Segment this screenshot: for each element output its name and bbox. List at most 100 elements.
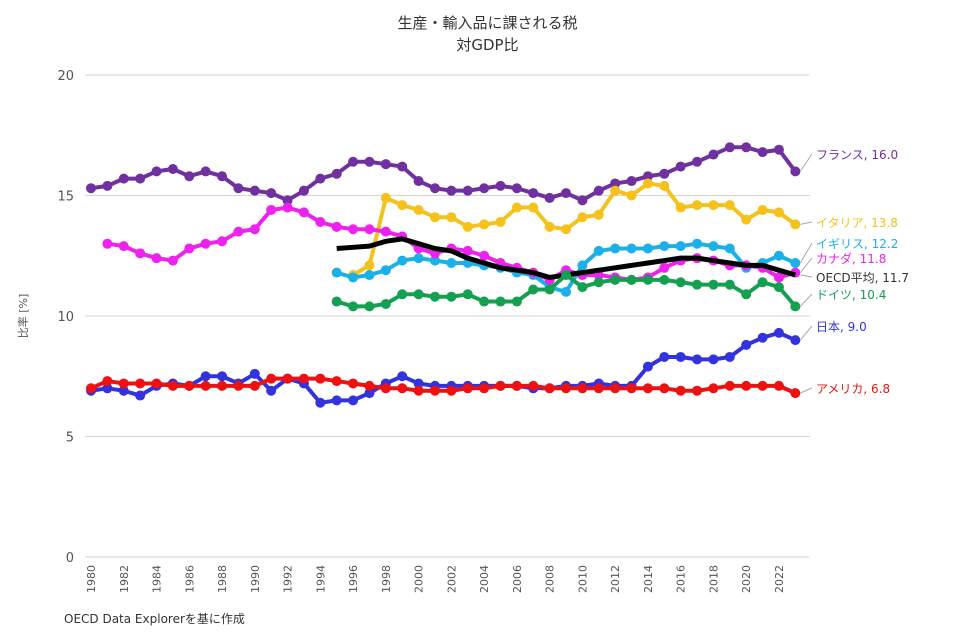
data-point bbox=[593, 209, 604, 220]
data-point bbox=[200, 238, 211, 249]
data-point bbox=[135, 173, 146, 184]
leader-line bbox=[800, 221, 813, 225]
data-point bbox=[708, 383, 719, 394]
x-tick-label: 1990 bbox=[249, 565, 262, 593]
data-point bbox=[724, 142, 735, 153]
data-point bbox=[118, 385, 129, 396]
data-point bbox=[364, 380, 375, 391]
data-point bbox=[413, 385, 424, 396]
series-label: ドイツ, 10.4 bbox=[816, 288, 886, 302]
x-tick-label: 2010 bbox=[576, 565, 589, 593]
data-point bbox=[659, 351, 670, 362]
data-point bbox=[577, 282, 588, 293]
data-point bbox=[561, 188, 572, 199]
data-point bbox=[773, 144, 784, 155]
data-point bbox=[331, 395, 342, 406]
data-point bbox=[200, 380, 211, 391]
data-point bbox=[675, 351, 686, 362]
data-point bbox=[331, 168, 342, 179]
x-tick-label: 1992 bbox=[282, 565, 295, 593]
data-point bbox=[315, 373, 326, 384]
data-point bbox=[577, 260, 588, 271]
x-tick-label: 2022 bbox=[773, 565, 786, 593]
data-point bbox=[610, 243, 621, 254]
data-point bbox=[167, 163, 178, 174]
data-point bbox=[380, 298, 391, 309]
data-point bbox=[790, 257, 801, 268]
data-point bbox=[773, 207, 784, 218]
data-point bbox=[544, 284, 555, 295]
data-point bbox=[462, 221, 473, 232]
x-tick-label: 2000 bbox=[413, 565, 426, 593]
data-point bbox=[642, 243, 653, 254]
data-point bbox=[135, 378, 146, 389]
data-point bbox=[315, 217, 326, 228]
data-point bbox=[315, 173, 326, 184]
data-point bbox=[233, 380, 244, 391]
chart-subtitle: 対GDP比 bbox=[456, 36, 519, 54]
data-point bbox=[708, 149, 719, 160]
data-point bbox=[626, 383, 637, 394]
data-point bbox=[659, 241, 670, 252]
data-point bbox=[773, 272, 784, 283]
data-point bbox=[790, 301, 801, 312]
data-point bbox=[380, 159, 391, 170]
data-point bbox=[331, 296, 342, 307]
data-point bbox=[298, 373, 309, 384]
data-point bbox=[790, 219, 801, 230]
data-point bbox=[675, 161, 686, 172]
data-point bbox=[364, 156, 375, 167]
data-point bbox=[200, 371, 211, 382]
data-point bbox=[282, 202, 293, 213]
data-point bbox=[544, 221, 555, 232]
data-point bbox=[692, 354, 703, 365]
data-point bbox=[675, 202, 686, 213]
data-point bbox=[773, 282, 784, 293]
y-tick-label: 0 bbox=[66, 551, 74, 566]
data-point bbox=[544, 192, 555, 203]
data-point bbox=[380, 265, 391, 276]
x-tick-label: 1998 bbox=[380, 565, 393, 593]
data-point bbox=[167, 255, 178, 266]
data-point bbox=[266, 204, 277, 215]
data-point bbox=[364, 270, 375, 281]
data-point bbox=[561, 383, 572, 394]
data-point bbox=[577, 212, 588, 223]
data-point bbox=[479, 250, 490, 261]
data-point bbox=[348, 395, 359, 406]
data-point bbox=[528, 380, 539, 391]
data-point bbox=[315, 397, 326, 408]
data-point bbox=[724, 351, 735, 362]
data-point bbox=[790, 388, 801, 399]
data-point bbox=[184, 171, 195, 182]
leader-line bbox=[799, 257, 813, 273]
data-point bbox=[413, 289, 424, 300]
data-point bbox=[495, 380, 506, 391]
data-point bbox=[217, 371, 228, 382]
x-tick-label: 1984 bbox=[151, 565, 164, 593]
data-point bbox=[561, 270, 572, 281]
data-point bbox=[495, 180, 506, 191]
data-point bbox=[724, 200, 735, 211]
data-point bbox=[626, 176, 637, 187]
y-tick-label: 10 bbox=[57, 310, 74, 325]
data-point bbox=[118, 241, 129, 252]
data-point bbox=[364, 260, 375, 271]
data-point bbox=[561, 224, 572, 235]
data-point bbox=[773, 380, 784, 391]
data-point bbox=[511, 380, 522, 391]
data-point bbox=[757, 277, 768, 288]
x-tick-label: 2020 bbox=[740, 565, 753, 593]
chart-title: 生産・輸入品に課される税 bbox=[397, 14, 578, 32]
x-tick-label: 2014 bbox=[642, 565, 655, 593]
series-label: イギリス, 12.2 bbox=[816, 237, 898, 251]
data-point bbox=[151, 166, 162, 177]
data-point bbox=[249, 368, 260, 379]
data-point bbox=[528, 188, 539, 199]
data-point bbox=[479, 296, 490, 307]
data-point bbox=[610, 383, 621, 394]
data-point bbox=[642, 274, 653, 285]
data-point bbox=[462, 383, 473, 394]
data-point bbox=[790, 166, 801, 177]
data-point bbox=[298, 207, 309, 218]
